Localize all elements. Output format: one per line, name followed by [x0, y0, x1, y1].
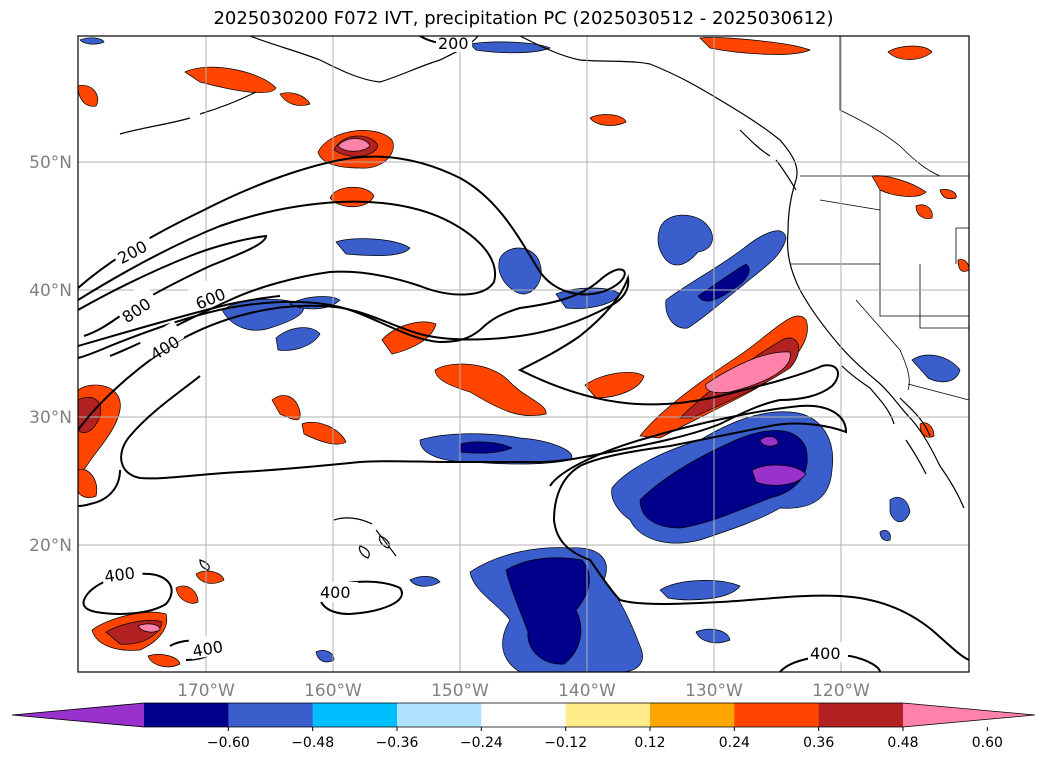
lat-label-30n: 30°N [29, 408, 72, 428]
coastlines [119, 36, 965, 571]
colorbar-tick-label: −0.36 [376, 735, 419, 751]
colorbar-tick-label: −0.12 [544, 735, 587, 751]
longitude-labels: 170°W 160°W 150°W 140°W 130°W 120°W [177, 681, 870, 701]
colorbar-tick-label: 0.36 [803, 735, 834, 751]
lon-label-140w: 140°W [558, 681, 616, 701]
colorbar-outline [11, 702, 1036, 728]
lat-label-20n: 20°N [29, 536, 72, 556]
colorbar-tick-label: −0.48 [291, 735, 334, 751]
colorbar-swatch [650, 703, 735, 727]
contour-label-400-bottom-right: 400 [810, 644, 841, 663]
colorbar-extend-high [903, 703, 1035, 727]
colorbar: −0.60 −0.48 −0.36 −0.24 −0.12 0.12 0.24 0.36 0.4… [11, 702, 1036, 751]
contour-label-200-top: 200 [438, 34, 469, 53]
colorbar-swatch [228, 703, 314, 727]
colorbar-swatch [818, 703, 904, 727]
lon-label-150w: 150°W [431, 681, 489, 701]
colorbar-swatch [312, 703, 398, 727]
lat-label-40n: 40°N [29, 281, 72, 301]
colorbar-tick-label: 0.48 [887, 735, 918, 751]
contour-labels: 200 800 600 400 400 400 400 400 200 [100, 34, 848, 663]
lon-label-160w: 160°W [304, 681, 362, 701]
map-panel: 200 800 600 400 400 400 400 400 200 [78, 34, 969, 672]
colorbar-tick-label: 0.12 [634, 735, 665, 751]
contour-label-400-southwest: 400 [103, 563, 136, 586]
map-title: 2025030200 F072 IVT, precipitation PC (2… [213, 8, 834, 29]
lon-label-170w: 170°W [177, 681, 235, 701]
colorbar-swatch [734, 703, 820, 727]
colorbar-tick-label: −0.60 [207, 735, 250, 751]
latitude-labels: 50°N 40°N 30°N 20°N [29, 153, 72, 556]
colorbar-swatch [565, 703, 651, 727]
colorbar-extend-low [12, 703, 144, 727]
ivt-contours [78, 36, 969, 672]
lon-label-120w: 120°W [812, 681, 870, 701]
lat-label-50n: 50°N [29, 153, 72, 173]
colorbar-swatch [144, 703, 229, 727]
contour-label-400-south: 400 [320, 583, 351, 602]
map-frame [77, 35, 970, 673]
colorbar-swatch [397, 703, 482, 727]
lon-label-130w: 130°W [685, 681, 743, 701]
political-borders [790, 36, 969, 401]
colorbar-tick-label: 0.24 [719, 735, 750, 751]
colorbar-swatch [481, 703, 567, 727]
colorbar-tick-label: 0.60 [972, 735, 1003, 751]
colorbar-tick-label: −0.24 [460, 735, 503, 751]
gridlines [78, 36, 969, 672]
